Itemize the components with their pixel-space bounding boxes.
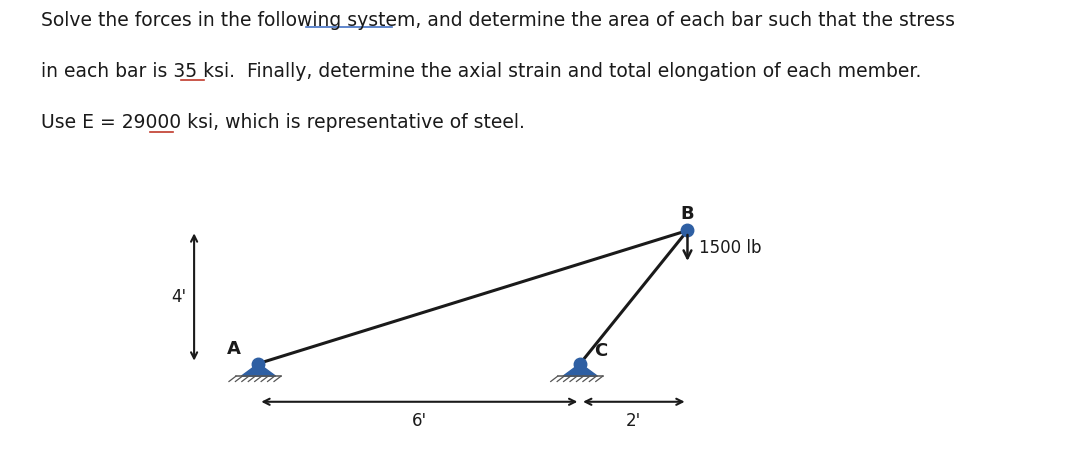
Polygon shape: [241, 364, 275, 376]
Text: Solve the forces in the following system, and determine the area of each bar suc: Solve the forces in the following system…: [41, 11, 955, 30]
Text: A: A: [228, 339, 241, 357]
Text: 2': 2': [626, 412, 642, 430]
Text: 1500 lb: 1500 lb: [699, 239, 761, 257]
Text: in each bar is 35 ksi.  Finally, determine the axial strain and total elongation: in each bar is 35 ksi. Finally, determin…: [41, 62, 921, 81]
Text: 6': 6': [411, 412, 427, 430]
Text: Use E = 29000 ksi, which is representative of steel.: Use E = 29000 ksi, which is representati…: [41, 113, 525, 132]
Text: B: B: [680, 205, 694, 223]
Text: 4': 4': [171, 288, 186, 306]
Text: C: C: [594, 342, 607, 360]
Polygon shape: [563, 364, 597, 376]
